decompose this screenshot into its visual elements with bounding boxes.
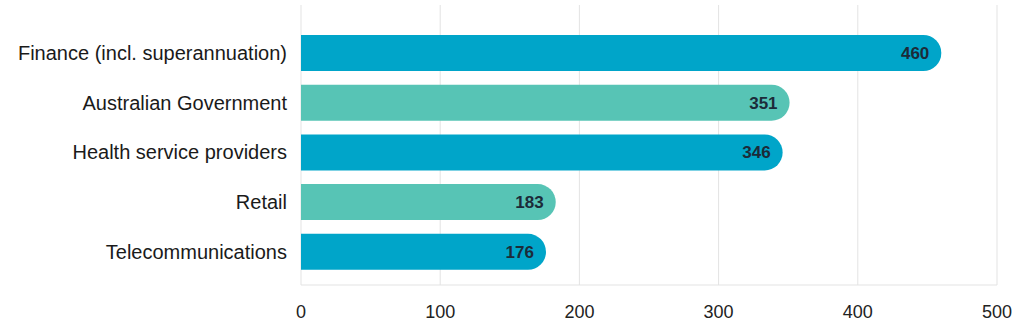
chart: 0 100 200 300 400 500 Finance (incl. superannu…: [0, 0, 1027, 331]
data-label: 183: [515, 193, 543, 212]
bars: [301, 35, 941, 270]
data-label: 346: [742, 143, 770, 162]
bar: [301, 134, 783, 170]
data-label: 351: [749, 94, 777, 113]
data-label: 176: [506, 243, 534, 262]
category-label: Health service providers: [72, 141, 287, 163]
category-label: Finance (incl. superannuation): [18, 42, 287, 64]
category-label: Retail: [236, 191, 287, 213]
bar: [301, 184, 556, 220]
grid-line: [997, 5, 998, 285]
bar: [301, 85, 790, 121]
x-tick-label: 400: [843, 302, 873, 322]
bar: [301, 234, 546, 270]
category-label: Australian Government: [82, 92, 287, 114]
data-label: 460: [901, 44, 929, 63]
bar: [301, 35, 941, 71]
category-label: Telecommunications: [106, 241, 287, 263]
x-tick-label: 200: [564, 302, 594, 322]
x-tick-label: 100: [425, 302, 455, 322]
x-axis-line: [301, 285, 997, 286]
x-tick-label: 0: [296, 302, 306, 322]
x-tick-label: 500: [982, 302, 1012, 322]
x-tick-label: 300: [704, 302, 734, 322]
